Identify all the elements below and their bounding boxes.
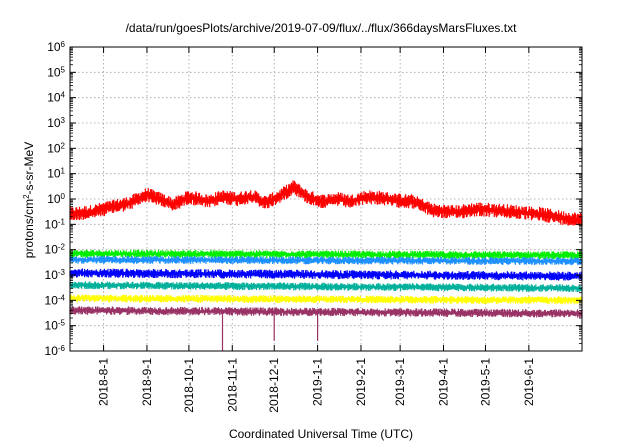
x-tick-label: 2019-3-1 (393, 358, 407, 406)
y-tick-label: 10-2 (45, 242, 66, 257)
chart-title: /data/run/goesPlots/archive/2019-07-09/f… (126, 21, 518, 35)
x-tick-label: 2019-6-1 (522, 358, 536, 406)
y-tick-label: 101 (47, 166, 65, 181)
x-tick-label: 2018-9-1 (140, 358, 154, 406)
y-tick-label: 104 (47, 90, 65, 105)
series-6-line (69, 281, 583, 293)
y-tick-label: 10-1 (45, 217, 66, 232)
y-axis-label: protons/cm2-s-sr-MeV (22, 142, 37, 258)
x-tick-label: 2018-12-1 (267, 358, 281, 413)
x-tick-label: 2018-8-1 (97, 358, 111, 406)
x-tick-label: 2019-2-1 (354, 358, 368, 406)
y-tick-label: 10-3 (45, 268, 66, 283)
x-tick-labels: 2018-8-1 2018-9-1 2018-10-1 2018-11-1 2018-1… (97, 358, 536, 413)
x-tick-label: 2019-1-1 (311, 358, 325, 406)
y-tick-label: 100 (47, 192, 65, 207)
y-tick-label: 105 (47, 65, 65, 80)
x-tick-label: 2019-5-1 (478, 358, 492, 406)
y-tick-labels: 10-6 10-5 10-4 10-3 10-2 10-1 100 101 102 103 104 1… (45, 40, 66, 359)
x-tick-label: 2019-4-1 (437, 358, 451, 406)
y-tick-label: 10-6 (45, 344, 66, 359)
y-tick-label: 102 (47, 141, 65, 156)
data-series (69, 180, 583, 351)
y-tick-label: 106 (47, 40, 65, 55)
x-tick-label: 2018-11-1 (225, 358, 239, 412)
plot-frame (69, 46, 583, 352)
x-axis-label: Coordinated Universal Time (UTC) (229, 427, 413, 441)
axes (69, 46, 583, 352)
y-tick-label: 10-4 (45, 293, 66, 308)
y-tick-label: 103 (47, 116, 65, 131)
y-tick-label: 10-5 (45, 318, 66, 333)
x-tick-label: 2018-10-1 (182, 358, 196, 413)
